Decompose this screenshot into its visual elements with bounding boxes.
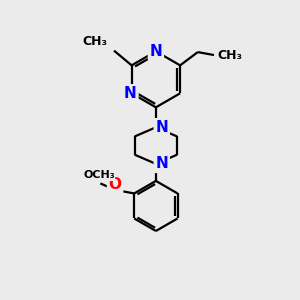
Text: CH₃: CH₃ [82,35,107,48]
Text: N: N [124,86,137,101]
Text: N: N [155,156,168,171]
Text: N: N [149,44,162,59]
Text: CH₃: CH₃ [217,49,242,62]
Text: O: O [109,177,122,192]
Text: OCH₃: OCH₃ [83,170,115,181]
Text: N: N [155,120,168,135]
